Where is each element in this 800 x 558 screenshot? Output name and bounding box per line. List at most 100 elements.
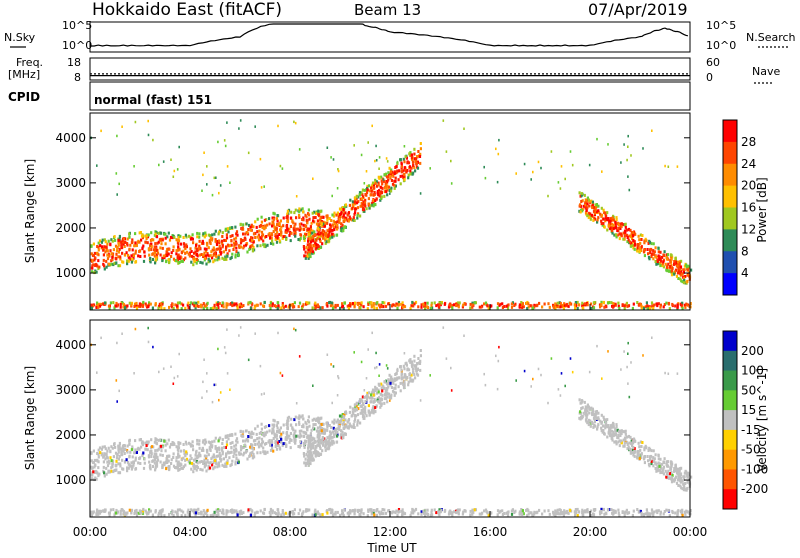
velocity-echo: [235, 449, 237, 452]
velocity-echo: [112, 508, 114, 511]
velocity-echo: [652, 464, 654, 467]
velocity-echo: [238, 452, 240, 455]
power-echo: [292, 221, 294, 224]
velocity-echo: [226, 328, 228, 331]
velocity-echo: [665, 476, 667, 479]
power-echo: [249, 301, 251, 304]
power-echo: [370, 301, 372, 304]
power-echo: [656, 302, 658, 305]
power-echo: [158, 232, 160, 235]
velocity-echo: [403, 367, 405, 370]
velocity-echo: [214, 511, 216, 514]
power-echo: [370, 194, 372, 197]
velocity-echo: [244, 444, 246, 447]
velocity-echo: [330, 426, 332, 429]
power-echo: [338, 170, 340, 173]
power-echo: [298, 214, 300, 217]
power-echo: [222, 244, 224, 247]
power-echo: [615, 303, 617, 306]
velocity-echo: [430, 511, 432, 514]
velocity-echo: [131, 448, 133, 451]
velocity-echo: [254, 443, 256, 446]
power-echo: [342, 229, 344, 232]
velocity-echo: [326, 436, 328, 439]
power-echo: [203, 152, 205, 155]
power-echo: [371, 125, 373, 128]
velocity-echo: [640, 445, 642, 448]
power-echo: [671, 254, 673, 257]
power-echo: [622, 238, 624, 241]
power-echo: [145, 241, 147, 244]
power-echo: [148, 233, 150, 236]
power-echo: [395, 177, 397, 180]
power-echo: [283, 217, 285, 220]
power-echo: [633, 303, 635, 306]
freq-tick-bottom: 8: [74, 71, 81, 84]
velocity-echo: [574, 510, 576, 513]
power-echo: [412, 164, 414, 167]
velocity-echo: [105, 453, 107, 456]
power-echo: [118, 251, 120, 254]
velocity-echo: [212, 514, 214, 517]
power-echo: [256, 304, 258, 307]
velocity-echo: [627, 443, 629, 446]
power-echo: [320, 246, 322, 249]
velocity-echo: [106, 461, 108, 464]
power-echo: [147, 305, 149, 308]
power-echo: [230, 239, 232, 242]
power-echo: [524, 163, 526, 166]
power-echo: [601, 207, 603, 210]
velocity-echo: [646, 508, 648, 511]
velocity-echo: [138, 457, 140, 460]
velocity-echo: [624, 438, 626, 441]
power-echo: [368, 203, 370, 206]
power-echo: [656, 258, 658, 261]
power-echo: [250, 236, 252, 239]
power-echo: [677, 267, 679, 270]
velocity-echo: [378, 383, 380, 386]
power-echo: [254, 220, 256, 223]
velocity-echo: [143, 458, 145, 461]
velocity-echo: [343, 427, 345, 430]
velocity-echo: [297, 445, 299, 448]
velocity-echo: [686, 487, 688, 490]
power-echo: [229, 244, 231, 247]
power-echo: [190, 238, 192, 241]
power-echo: [559, 305, 561, 308]
power-echo: [522, 302, 524, 305]
velocity-echo: [409, 380, 411, 383]
velocity-echo: [209, 446, 211, 449]
velocity-echo: [273, 425, 275, 428]
power-echo: [98, 249, 100, 252]
power-echo: [192, 233, 194, 236]
power-echo: [624, 304, 626, 307]
velocity-echo: [367, 395, 369, 398]
velocity-echo: [359, 513, 361, 516]
velocity-echo: [118, 458, 120, 461]
power-echo: [231, 253, 233, 256]
velocity-echo: [352, 407, 354, 410]
power-echo: [601, 170, 603, 173]
power-echo: [593, 301, 595, 304]
velocity-echo: [581, 509, 583, 512]
velocity-echo: [348, 511, 350, 514]
power-echo: [226, 121, 228, 124]
velocity-echo: [293, 435, 295, 438]
power-echo: [560, 302, 562, 305]
velocity-echo: [411, 363, 413, 366]
power-echo: [138, 241, 140, 244]
velocity-echo: [671, 465, 673, 468]
velocity-echo: [250, 443, 252, 446]
power-echo: [303, 228, 305, 231]
power-echo: [560, 187, 562, 190]
power-echo: [640, 238, 642, 241]
power-echo: [589, 164, 591, 167]
power-echo: [206, 183, 208, 186]
velocity-echo: [332, 514, 334, 517]
velocity-echo: [498, 346, 500, 349]
power-echo: [131, 241, 133, 244]
power-echo: [337, 304, 339, 307]
velocity-echo: [151, 452, 153, 455]
power-echo: [664, 165, 666, 168]
velocity-echo: [160, 461, 162, 464]
